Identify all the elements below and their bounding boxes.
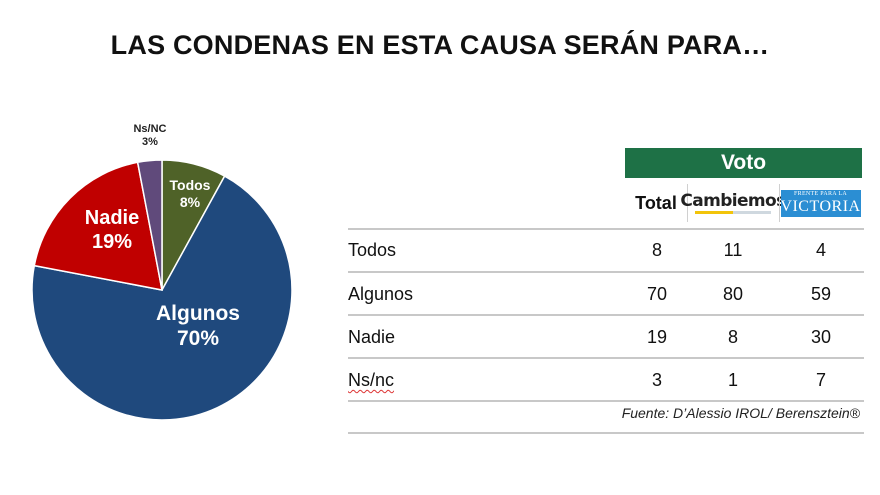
pie-label-todos-name: Todos <box>169 177 211 194</box>
victoria-logo-text: VICTORIA <box>780 197 861 215</box>
table-rule <box>348 228 864 230</box>
table-rule <box>348 400 864 402</box>
cell-nadie-cambiemos: 8 <box>727 327 738 347</box>
cell-nsnc-victoria: 7 <box>815 370 826 390</box>
source-note: Fuente: D’Alessio IROL/ Berensztein® <box>621 405 860 421</box>
cell-nsnc-cambiemos: 1 <box>727 370 738 390</box>
page-title: LAS CONDENAS EN ESTA CAUSA SERÁN PARA… <box>110 30 770 60</box>
table-rule <box>348 432 864 434</box>
pie-label-nsnc-value: 3% <box>142 136 158 148</box>
column-header-total: Total <box>635 192 677 213</box>
cambiemos-logo-text: Cambiemos <box>680 190 786 211</box>
header-divider <box>687 184 688 222</box>
row-label-algunos: Algunos <box>348 284 414 304</box>
pie-label-nsnc: Ns/NC 3% <box>133 123 166 149</box>
cell-algunos-cambiemos: 80 <box>722 284 744 304</box>
pie-label-nadie-name: Nadie <box>84 207 140 229</box>
pie-label-todos: Todos 8% <box>170 177 211 211</box>
victoria-logo: FRENTE PARA LA VICTORIA <box>780 189 861 217</box>
victoria-logo-small-text: FRENTE PARA LA <box>794 190 847 197</box>
pie-label-nadie: Nadie 19% <box>85 206 139 254</box>
column-header-victoria: FRENTE PARA LA VICTORIA <box>779 182 862 224</box>
table-rule <box>348 271 864 273</box>
pie-slice-algunos <box>31 175 293 421</box>
pie-label-algunos-value: 70% <box>176 327 220 350</box>
cell-nadie-total: 19 <box>646 327 668 347</box>
row-label-todos: Todos <box>348 240 397 260</box>
pie-label-algunos: Algunos 70% <box>156 301 240 351</box>
table-rule <box>348 314 864 316</box>
cell-todos-total: 8 <box>651 240 662 260</box>
column-headers: Total Cambiemos FRENTE PARA LA VICTORIA <box>625 182 862 224</box>
cell-algunos-total: 70 <box>646 284 668 304</box>
column-header-cambiemos: Cambiemos <box>680 182 786 224</box>
cambiemos-logo: Cambiemos <box>680 190 786 214</box>
voto-group-header: Voto <box>625 148 862 178</box>
row-label-nadie: Nadie <box>348 327 396 347</box>
cambiemos-logo-bar <box>695 210 771 214</box>
cell-nsnc-total: 3 <box>651 370 662 390</box>
pie-slice-nadie <box>33 161 163 291</box>
pie-slice-nsnc <box>136 159 163 291</box>
pie-label-algunos-name: Algunos <box>156 301 240 325</box>
cell-nadie-victoria: 30 <box>810 327 832 347</box>
row-label-nsnc: Ns/nc <box>348 370 395 390</box>
cell-algunos-victoria: 59 <box>810 284 832 304</box>
pie-label-nadie-value: 19% <box>91 231 133 253</box>
pie-chart-svg <box>31 159 293 421</box>
cell-todos-victoria: 4 <box>815 240 826 260</box>
pie-chart: Todos 8% Algunos 70% Nadie 19% Ns/NC 3% <box>0 110 330 440</box>
pie-label-todos-value: 8% <box>179 194 201 210</box>
cell-todos-cambiemos: 11 <box>723 240 743 260</box>
header-divider <box>779 184 780 222</box>
table-rule <box>348 357 864 359</box>
pie-label-nsnc-name: Ns/NC <box>133 122 167 135</box>
